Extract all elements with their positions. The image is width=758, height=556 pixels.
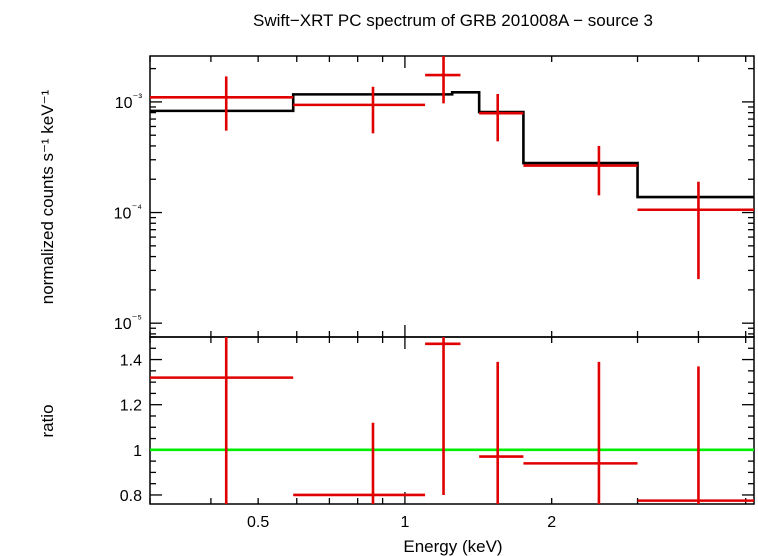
x-tick-label: 2 (547, 514, 556, 531)
data-point (293, 422, 426, 504)
y-axis-label-top: normalized counts s⁻¹ keV⁻¹ (38, 89, 57, 304)
data-point (479, 93, 524, 142)
y-tick-label: 10⁻⁴ (114, 203, 143, 223)
data-point (293, 86, 426, 134)
panel-frame (149, 336, 755, 505)
data-point (425, 337, 461, 495)
data-point (150, 76, 294, 131)
x-axis-label: Energy (keV) (403, 537, 502, 556)
data-point (479, 361, 524, 504)
model-step-line (150, 91, 754, 199)
y-tick-label: 10⁻⁵ (114, 313, 142, 333)
y-tick-label: 1.4 (120, 353, 142, 370)
data-point (637, 181, 754, 280)
chart-title: Swift−XRT PC spectrum of GRB 201008A − s… (253, 11, 653, 30)
bottom-panel: 0.8 1 1.2 1.4 0.5 1 2 (120, 336, 755, 531)
y-tick-label: 1 (133, 443, 142, 460)
top-panel: 10⁻³ 10⁻⁴ 10⁻⁵ (114, 55, 755, 338)
x-tick-label: 1 (400, 514, 409, 531)
data-point (523, 145, 638, 196)
y-tick-label: 0.8 (120, 488, 142, 505)
data-point (637, 366, 754, 504)
data-point (150, 337, 294, 504)
y-axis-label-bottom: ratio (38, 404, 57, 437)
x-tick-label: 0.5 (247, 514, 269, 531)
y-tick-label: 1.2 (120, 398, 142, 415)
data-point (425, 56, 461, 104)
data-point (523, 361, 638, 504)
y-tick-label: 10⁻³ (115, 92, 143, 112)
